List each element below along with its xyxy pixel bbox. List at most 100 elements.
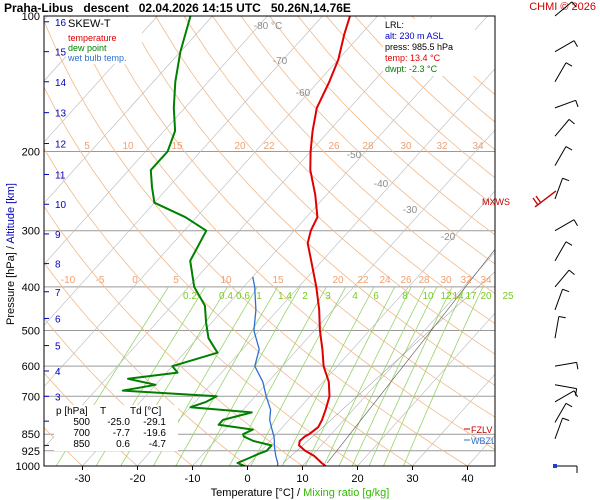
mixing-ratio-label: 0.6 xyxy=(236,291,250,302)
mixing-ratio-label: 0.2 xyxy=(183,291,197,302)
moist-adiabat-label: 10 xyxy=(122,141,134,152)
altitude-tick-label: 10 xyxy=(55,200,67,211)
isotherm-line xyxy=(247,190,495,466)
moist-adiabat-label: 26 xyxy=(328,141,340,152)
level-table: p [hPa] T Td [°C] 500 -25.0 -29.1 700 -7… xyxy=(54,405,178,451)
moist-adiabat-label: 26 xyxy=(400,275,412,286)
mixing-ratio-label: 2 xyxy=(302,291,308,302)
isotherm-line xyxy=(44,16,213,204)
station-name: Praha-Libus xyxy=(4,1,74,15)
wind-barb xyxy=(554,1,577,17)
wind-barb xyxy=(554,40,578,53)
x-axis-temperature-label: Temperature [°C] xyxy=(210,487,294,499)
x-axis-separator: / xyxy=(297,487,301,499)
temperature-tick-label: -10 xyxy=(185,473,201,485)
pressure-tick-label: 300 xyxy=(22,226,40,238)
table-cell-t: -7.7 xyxy=(112,428,130,439)
mixing-ratio-line xyxy=(338,286,426,466)
mixing-ratio-line xyxy=(383,286,466,466)
pressure-tick-label: 500 xyxy=(22,326,40,338)
mixing-ratio-label: 6 xyxy=(373,291,379,302)
mixing-ratio-line xyxy=(304,286,396,466)
temperature-tick-label: 30 xyxy=(406,473,418,485)
moist-adiabat-label: 10 xyxy=(220,275,232,286)
table-row: 850 0.6 -4.7 xyxy=(56,439,176,450)
copyright: CHMI © 2026 xyxy=(529,1,596,13)
mixing-ratio-label: 4 xyxy=(352,291,358,302)
moist-adiabat-label: -10 xyxy=(61,275,76,286)
mixing-ratio-line xyxy=(281,286,375,466)
dry-adiabat-line xyxy=(44,205,303,466)
moist-adiabat-label: 5 xyxy=(84,141,90,152)
dry-adiabat-line xyxy=(126,16,495,386)
mixing-ratio-label: 20 xyxy=(480,291,492,302)
flight-type: descent xyxy=(83,1,129,15)
mixing-ratio-label: 3 xyxy=(325,291,331,302)
mixing-ratio-line xyxy=(199,286,301,466)
table-cell-p: 700 xyxy=(73,428,90,439)
mixing-ratio-label: 14 xyxy=(452,291,464,302)
moist-adiabat-label: 15 xyxy=(171,141,183,152)
parcel-curve-line xyxy=(326,249,495,464)
mixing-ratio-line xyxy=(351,286,438,466)
mixing-ratio-label: 1 xyxy=(256,291,262,302)
table-cell-p: 500 xyxy=(73,417,90,428)
wind-barb xyxy=(554,361,579,370)
x-axis-mixing-label: Mixing ratio [g/kg] xyxy=(303,487,390,499)
table-cell-t: 0.6 xyxy=(116,439,130,450)
dry-adiabat-label: -50 xyxy=(347,150,362,161)
pressure-tick-label: 600 xyxy=(22,361,40,373)
isotherm-line xyxy=(192,129,495,466)
lrl-title: LRL: xyxy=(385,20,405,30)
dry-adiabat-line xyxy=(44,427,83,466)
lrl-box: LRL: alt: 230 m ASL press: 985.5 hPa tem… xyxy=(383,19,475,76)
pressure-tick-label: 200 xyxy=(22,146,40,158)
table-cell-td: -29.1 xyxy=(143,417,166,428)
pressure-tick-label: 100 xyxy=(22,11,40,23)
dry-adiabat-line xyxy=(183,16,495,325)
altitude-tick-label: 7 xyxy=(55,288,61,299)
wind-barb xyxy=(554,219,578,232)
wind-barb xyxy=(554,269,575,288)
calm-wind-marker xyxy=(553,464,557,468)
pressure-tick-label: 700 xyxy=(22,391,40,403)
lrl-press: press: 985.5 hPa xyxy=(385,42,454,52)
wind-barb xyxy=(554,177,570,200)
dry-adiabat-line xyxy=(297,16,495,207)
dry-adiabat-line xyxy=(44,86,413,466)
wind-barb xyxy=(554,288,570,311)
dry-adiabat-label: -70 xyxy=(273,56,288,67)
legend-wet-bulb: wet bulb temp. xyxy=(68,53,127,63)
altitude-tick-label: 8 xyxy=(55,260,61,271)
dry-adiabat-line xyxy=(44,20,468,466)
moist-adiabat-label: -5 xyxy=(96,275,105,286)
wind-barb xyxy=(554,62,573,83)
moist-adiabat-label: 30 xyxy=(400,141,412,152)
mixing-ratio-label: 10 xyxy=(422,291,434,302)
moist-adiabat-label: 20 xyxy=(234,141,246,152)
wetbulb-profile xyxy=(252,276,279,466)
moist-adiabat-label: 34 xyxy=(480,275,492,286)
dry-adiabat-label: -30 xyxy=(403,205,418,216)
mixing-ratio-label: 1.4 xyxy=(278,291,292,302)
mixing-ratio-label: 12 xyxy=(440,291,452,302)
isotherm-line xyxy=(44,16,268,265)
altitude-tick-label: 3 xyxy=(55,392,61,403)
table-header-td: Td [°C] xyxy=(130,406,162,417)
coordinates: 50.26N,14.76E xyxy=(270,1,351,15)
legend-title: SKEW-T xyxy=(68,18,111,30)
wbzl-label: WBZL xyxy=(471,436,497,446)
temperature-tick-label: -30 xyxy=(75,473,91,485)
moist-adiabat-label: 28 xyxy=(418,275,430,286)
wind-barb xyxy=(554,99,579,109)
y-axis-separator: / xyxy=(5,246,17,250)
table-row: 500 -25.0 -29.1 xyxy=(56,417,176,428)
table-header: p [hPa] T Td [°C] xyxy=(56,406,176,417)
moist-adiabat-label: 22 xyxy=(263,141,275,152)
altitude-tick-label: 6 xyxy=(55,314,61,325)
dry-adiabat-line xyxy=(212,16,495,295)
dry-adiabat-line xyxy=(44,262,248,466)
temperature-tick-label: 10 xyxy=(296,473,308,485)
pressure-tick-label: 925 xyxy=(22,446,40,458)
